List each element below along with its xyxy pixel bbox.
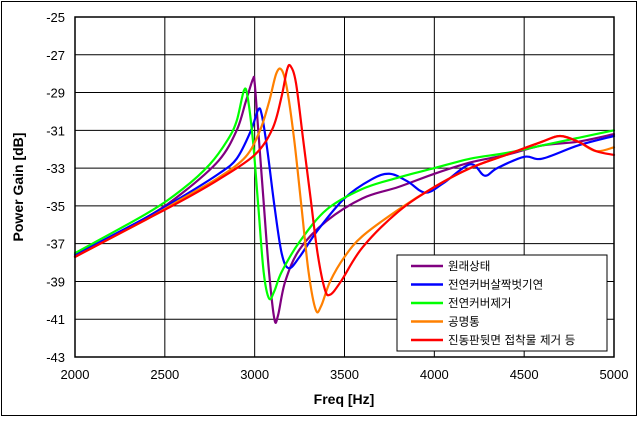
series-line-1 — [73, 75, 616, 324]
x-tick-label: 4000 — [420, 367, 449, 382]
x-tick-label: 2000 — [61, 367, 90, 382]
y-tick-label: -41 — [46, 312, 65, 327]
x-tick-label: 5000 — [600, 367, 629, 382]
series-line-5 — [73, 63, 616, 297]
plot-frame — [74, 16, 615, 358]
y-tick-label: -39 — [46, 274, 65, 289]
x-tick-label: 3500 — [330, 367, 359, 382]
y-tick-label: -25 — [46, 10, 65, 25]
series-lines — [73, 63, 616, 324]
x-tick-label: 3000 — [240, 367, 269, 382]
legend-label: 공명통 — [448, 315, 480, 329]
legend-label: 전연커버살짝벗기연 — [448, 278, 543, 292]
series-line-3 — [73, 87, 616, 301]
legend-label: 진동판뒷면 접착물 제거 등 — [448, 333, 575, 347]
tick-labels: 2000 2500 3000 3500 4000 4500 5000 -25 -27 -29 -31… — [46, 10, 628, 382]
legend-label: 원래상태 — [448, 259, 490, 273]
legend-label: 전연커버제거 — [448, 296, 511, 310]
x-axis-title: Freq [Hz] — [314, 391, 375, 407]
series-line-2 — [73, 107, 616, 270]
y-tick-label: -37 — [46, 237, 65, 252]
y-tick-label: -43 — [46, 350, 65, 365]
y-tick-label: -31 — [46, 123, 65, 138]
y-axis-title: Power Gain [dB] — [10, 133, 26, 242]
x-tick-label: 4500 — [510, 367, 539, 382]
y-tick-label: -33 — [46, 161, 65, 176]
y-tick-label: -35 — [46, 199, 65, 214]
y-tick-label: -29 — [46, 86, 65, 101]
x-tick-label: 2500 — [150, 367, 179, 382]
y-tick-label: -27 — [46, 48, 65, 63]
